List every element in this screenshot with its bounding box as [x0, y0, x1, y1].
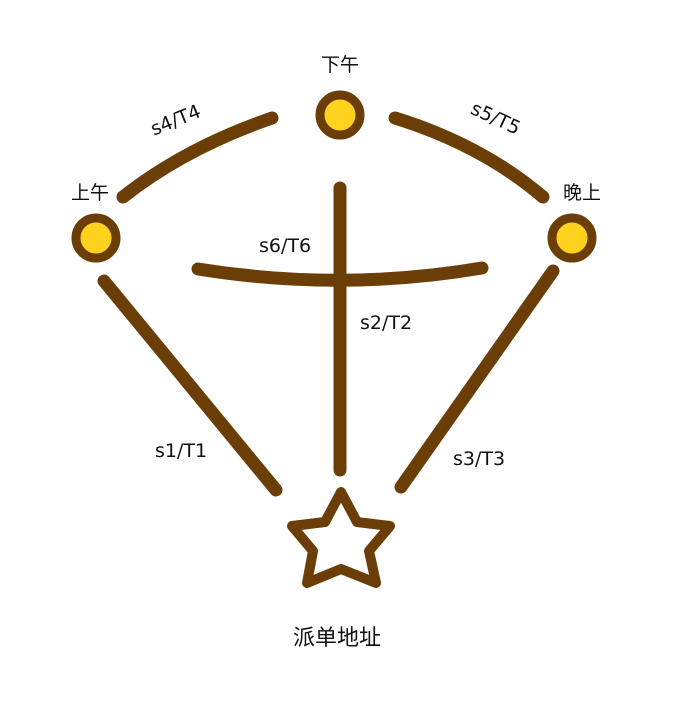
node-morning[interactable]	[71, 213, 121, 263]
edge-label-s4-t4: s4/T4	[147, 100, 204, 140]
edge-s6-t6	[191, 261, 489, 287]
node-group	[71, 90, 597, 588]
node-label-morning: 上午	[71, 182, 109, 204]
node-evening-circle	[547, 213, 597, 263]
edge-label-s5-t5: s5/T5	[467, 98, 524, 140]
edge-group	[97, 111, 560, 497]
edge-label-s3-t3: s3/T3	[453, 448, 505, 470]
node-labels: 上午 下午 晚上 派单地址	[71, 54, 601, 651]
edge-s5-t5	[388, 111, 550, 204]
star-icon	[287, 487, 395, 588]
node-evening[interactable]	[547, 213, 597, 263]
node-label-dispatch: 派单地址	[293, 626, 381, 651]
edge-label-s6-t6: s6/T6	[259, 235, 311, 257]
edge-label-s2-t2: s2/T2	[360, 312, 412, 334]
edge-label-s1-t1: s1/T1	[155, 440, 207, 462]
node-label-afternoon: 下午	[321, 54, 359, 76]
node-afternoon[interactable]	[315, 90, 365, 140]
edge-s1-t1	[97, 274, 283, 497]
node-dispatch[interactable]	[287, 487, 395, 588]
edge-s3-t3	[394, 264, 560, 494]
edge-s4-t4	[116, 111, 279, 204]
node-label-evening: 晚上	[563, 182, 601, 204]
node-morning-circle	[71, 213, 121, 263]
node-afternoon-circle	[315, 90, 365, 140]
